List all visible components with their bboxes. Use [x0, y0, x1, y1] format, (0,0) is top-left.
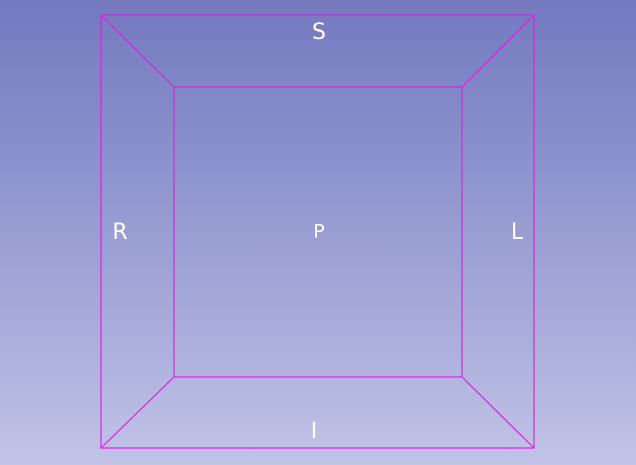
box-edge-bottom-right: [461, 376, 535, 449]
orientation-label-superior: S: [312, 20, 326, 45]
orientation-label-right: R: [112, 220, 128, 245]
orientation-label-left: L: [510, 220, 524, 245]
orientation-label-inferior: I: [310, 419, 318, 444]
box-edge-top-left: [100, 14, 175, 88]
box-inner-face: [173, 86, 463, 378]
box-outer-face: [100, 14, 535, 449]
orientation-label-posterior: P: [313, 220, 325, 243]
box-edge-top-right: [461, 14, 535, 88]
box-edge-bottom-left: [100, 376, 175, 449]
